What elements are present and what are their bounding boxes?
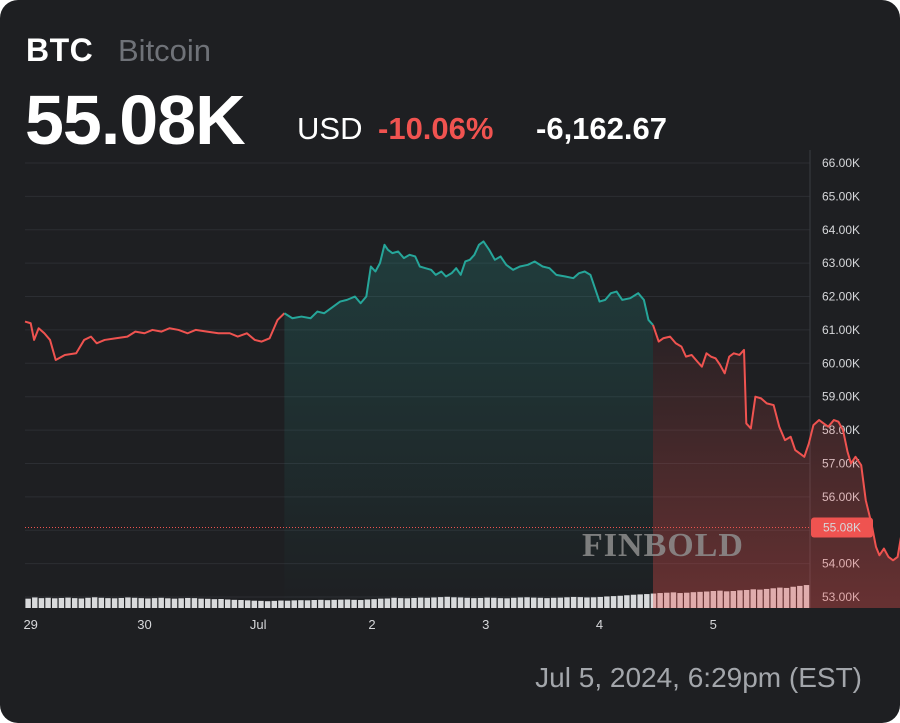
volume-bar <box>205 598 211 608</box>
volume-bar <box>25 598 31 608</box>
volume-bar <box>185 597 191 608</box>
volume-bar <box>158 597 164 608</box>
volume-bar <box>165 598 171 608</box>
volume-bar <box>78 598 85 608</box>
x-tick-label: 3 <box>482 617 489 632</box>
volume-bar <box>105 598 111 608</box>
volume-bar <box>71 598 78 608</box>
x-tick-label: 29 <box>23 617 37 632</box>
volume-bar <box>271 600 277 608</box>
volume-bar <box>244 600 251 608</box>
volume-bar <box>38 598 45 608</box>
volume-bar <box>125 597 131 608</box>
x-tick-label: 2 <box>368 617 375 632</box>
x-tick-label: 5 <box>710 617 717 632</box>
volume-bar <box>258 600 264 608</box>
volume-bar <box>191 598 198 608</box>
volume-bar <box>278 600 284 608</box>
last-price-badge <box>811 517 873 538</box>
volume-bar <box>231 599 238 608</box>
volume-bar <box>65 597 71 608</box>
volume-bar <box>32 597 38 608</box>
area-fill-down <box>653 324 900 608</box>
y-tick-label: 66.00K <box>822 156 860 170</box>
volume-bar <box>171 598 178 608</box>
y-tick-label: 59.00K <box>822 390 860 404</box>
x-tick-label: 4 <box>596 617 603 632</box>
volume-bar <box>238 600 244 608</box>
volume-bar <box>218 598 224 608</box>
last-price-label: 55.08K <box>823 521 861 535</box>
y-tick-label: 61.00K <box>822 323 860 337</box>
volume-bar <box>151 598 158 608</box>
x-tick-label: 30 <box>137 617 151 632</box>
finbold-watermark: FINBOLD <box>582 527 744 564</box>
area-fill-up <box>284 241 653 608</box>
asset-name: Bitcoin <box>118 33 212 68</box>
volume-bar <box>211 599 218 608</box>
volume-bar <box>138 598 144 608</box>
current-price: 55.08K <box>25 81 246 159</box>
volume-bar <box>131 597 138 608</box>
volume-bar <box>98 597 105 608</box>
volume-bar <box>224 599 231 608</box>
timestamp: Jul 5, 2024, 6:29pm (EST) <box>535 662 862 693</box>
y-tick-label: 62.00K <box>822 290 860 304</box>
change-percent: -10.06% <box>378 111 494 146</box>
volume-bar <box>85 597 91 608</box>
volume-bar <box>52 598 58 608</box>
x-tick-label: Jul <box>250 617 267 632</box>
volume-bar <box>91 597 98 608</box>
change-absolute: -6,162.67 <box>536 111 667 146</box>
y-tick-label: 63.00K <box>822 256 860 270</box>
volume-bar <box>118 597 124 608</box>
volume-bar <box>251 600 258 608</box>
volume-bar <box>58 597 65 608</box>
price-line-up <box>283 240 654 326</box>
price-line-down <box>24 312 286 361</box>
price-line-down <box>652 324 900 562</box>
volume-bar <box>264 601 271 608</box>
ticker-symbol: BTC <box>26 32 94 68</box>
volume-bar <box>198 598 204 608</box>
y-tick-label: 65.00K <box>822 189 860 203</box>
volume-bar <box>145 598 151 608</box>
volume-bar <box>45 597 51 608</box>
volume-bar <box>178 598 184 608</box>
volume-bar <box>111 598 118 608</box>
y-tick-label: 64.00K <box>822 223 860 237</box>
price-currency: USD <box>297 111 363 146</box>
y-tick-label: 60.00K <box>822 356 860 370</box>
